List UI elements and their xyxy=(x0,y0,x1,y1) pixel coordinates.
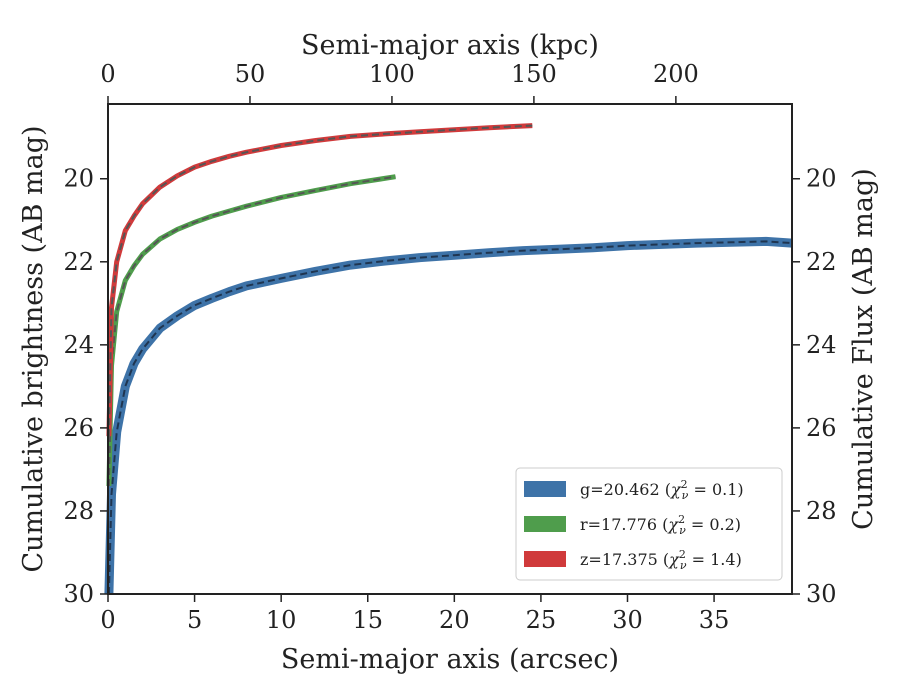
y-right-axis-label: Cumulative Flux (AB mag) xyxy=(848,168,879,530)
legend-chi-symbol: χ xyxy=(670,480,682,499)
x-top-tick-label: 100 xyxy=(369,60,415,88)
x-top-tick-label: 0 xyxy=(100,60,115,88)
x-tick-label: 30 xyxy=(612,606,643,634)
legend-chi-value: = 0.1) xyxy=(688,480,743,499)
x-top-tick-label: 150 xyxy=(511,60,557,88)
y-tick-label: 20 xyxy=(63,165,94,193)
legend-chi-sub: ν xyxy=(679,524,686,537)
legend-chi-sup: 2 xyxy=(681,478,688,491)
legend-frame xyxy=(515,467,783,581)
legend-chi-symbol: χ xyxy=(668,550,680,569)
y-tick-label: 30 xyxy=(63,580,94,608)
series-line-z xyxy=(106,123,533,437)
x-axis-label: Semi-major axis (arcsec) xyxy=(281,644,619,675)
y-tick-label: 28 xyxy=(63,497,94,525)
x-top-tick-label: 200 xyxy=(653,60,699,88)
x-tick-label: 25 xyxy=(526,606,557,634)
y-right-tick-label: 24 xyxy=(806,331,837,359)
y-tick-label: 22 xyxy=(63,248,94,276)
model-fit-line-g xyxy=(107,240,793,595)
legend-chi-value: = 1.4) xyxy=(687,550,742,569)
legend-chi-sub: ν xyxy=(682,489,689,502)
legend-chi-sup: 2 xyxy=(679,548,686,561)
legend: g=20.462 (χ2 ν = 0.1)r=17.776 (χ2 ν = 0.2)… xyxy=(515,467,783,581)
legend-label: z=17.375 (χ2 ν = 1.4) xyxy=(580,548,742,572)
plot-area xyxy=(104,123,793,595)
y-right-tick-label: 26 xyxy=(806,414,837,442)
x-tick-label: 15 xyxy=(352,606,383,634)
legend-label: g=20.462 (χ2 ν = 0.1) xyxy=(580,478,744,502)
x-tick-label: 0 xyxy=(100,606,115,634)
legend-swatch xyxy=(524,516,566,532)
legend-label-value: g=20.462 ( xyxy=(580,480,671,499)
legend-swatch xyxy=(524,551,566,567)
y-tick-label: 24 xyxy=(63,331,94,359)
x-tick-label: 10 xyxy=(266,606,297,634)
x-top-axis-label: Semi-major axis (kpc) xyxy=(301,30,599,61)
model-fit-line-r xyxy=(107,175,396,487)
legend-swatch xyxy=(524,481,566,497)
plot-frame xyxy=(107,103,793,595)
legend-label-value: z=17.375 ( xyxy=(580,550,669,569)
legend-chi-sup: 2 xyxy=(678,513,685,526)
legend-chi-symbol: χ xyxy=(667,515,679,534)
x-tick-label: 20 xyxy=(439,606,470,634)
y-right-tick-label: 20 xyxy=(806,165,837,193)
legend-chi-value: = 0.2) xyxy=(686,515,741,534)
legend-chi-sub: ν xyxy=(680,559,687,572)
x-top-tick-label: 50 xyxy=(235,60,266,88)
x-tick-label: 35 xyxy=(699,606,730,634)
legend-label: r=17.776 (χ2 ν = 0.2) xyxy=(580,513,741,537)
x-tick-label: 5 xyxy=(187,606,202,634)
legend-label-value: r=17.776 ( xyxy=(580,515,668,534)
y-right-tick-label: 28 xyxy=(806,497,837,525)
y-right-tick-label: 30 xyxy=(806,580,837,608)
y-tick-label: 26 xyxy=(63,414,94,442)
y-right-tick-label: 22 xyxy=(806,248,837,276)
y-axis-label: Cumulative brightness (AB mag) xyxy=(18,125,49,572)
model-fit-line-z xyxy=(107,124,533,437)
